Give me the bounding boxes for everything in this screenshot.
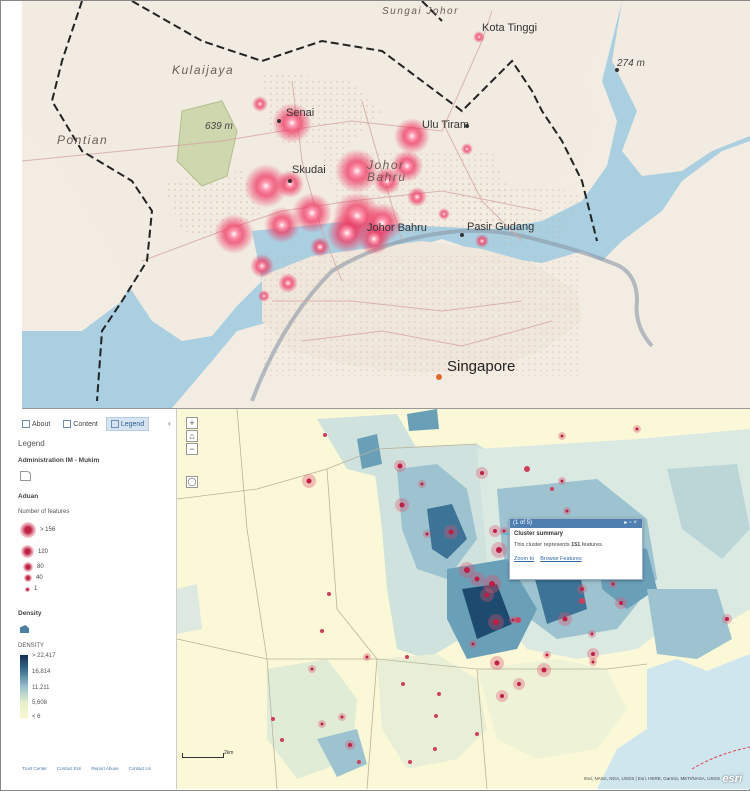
esri-logo: esri — [722, 773, 742, 785]
cluster-size-row: 40 — [20, 574, 43, 582]
ramp-label: > 22,417 — [32, 653, 56, 659]
cluster-count: 151 — [571, 542, 581, 548]
zoom-in-button[interactable]: + — [186, 417, 198, 429]
place-kulaijaya: Kulaijaya — [172, 63, 235, 77]
popup-body: This cluster represents 151 features. — [514, 542, 604, 548]
popup-counter: (1 of 5) — [513, 520, 533, 526]
place-johor-bahru: Johor Bahru — [367, 222, 427, 234]
popup-title: Cluster summary — [514, 531, 564, 537]
ramp-label: 11,211 — [32, 685, 50, 691]
footer-link[interactable]: Contact Esri — [56, 766, 82, 771]
popup-header: (1 of 5) ▸▫× — [510, 519, 642, 528]
tab-content[interactable]: Content — [58, 417, 103, 431]
panel-tabs: About Content Legend — [17, 417, 150, 431]
cluster-size-row: 120 — [20, 545, 48, 558]
footer-link[interactable]: Report Abuse — [91, 766, 119, 771]
footer-link[interactable]: Trust Center — [22, 766, 47, 771]
scale-label: 2km — [224, 750, 234, 756]
heat-hotspots — [214, 31, 489, 302]
collapse-panel-icon[interactable]: ‹ — [168, 419, 171, 428]
elevation-639: 639 m — [205, 121, 233, 132]
legend-icon — [110, 420, 119, 428]
tab-about[interactable]: About — [17, 417, 55, 431]
popup-actions: Zoom to Browse Features — [510, 548, 642, 562]
locate-button[interactable]: ◯ — [186, 476, 198, 488]
ramp-label: 5,608 — [32, 700, 48, 706]
polygon-symbol-icon — [20, 471, 31, 481]
dock-icon[interactable]: ▫ — [629, 520, 634, 526]
home-button[interactable]: ⌂ — [186, 430, 198, 442]
cluster-size-row: 80 — [20, 562, 44, 572]
place-pasir-gudang: Pasir Gudang — [467, 221, 535, 233]
ramp-label: 16,814 — [32, 669, 51, 675]
content-icon — [63, 420, 72, 428]
scale-bar — [182, 753, 224, 758]
cluster-points — [271, 425, 732, 764]
heatmap-map[interactable]: Kota Tinggi Sungai Johor Kulaijaya Senai… — [22, 1, 750, 409]
zoom-to-link[interactable]: Zoom to — [514, 556, 535, 562]
zoom-controls: + ⌂ − — [186, 417, 198, 455]
legend-number-of-features: Number of features — [18, 509, 70, 515]
zoom-out-button[interactable]: − — [186, 443, 198, 455]
cluster-map[interactable] — [177, 409, 750, 789]
browse-features-link[interactable]: Browse Features — [540, 556, 582, 562]
place-pontian: Pontian — [57, 133, 109, 147]
map-attribution: Esri, NASA, NGA, USGS | Esri, HERE, Garm… — [584, 776, 720, 781]
density-color-ramp — [20, 655, 28, 719]
next-icon[interactable]: ▸ — [624, 520, 630, 526]
place-johor-bahru-region: Johor Bahru — [367, 158, 407, 184]
heatmap-canvas — [22, 1, 750, 408]
place-ulu-tiram: Ulu Tiram — [422, 119, 470, 131]
place-senai: Senai — [286, 107, 315, 119]
panel-footer: Trust Center Contact Esri Report Abuse C… — [22, 766, 151, 771]
cluster-popup: (1 of 5) ▸▫× Cluster summary This cluste… — [509, 518, 643, 580]
popup-controls: ▸▫× — [624, 519, 639, 528]
close-icon[interactable]: × — [633, 520, 639, 526]
place-singapore: Singapore — [447, 358, 516, 375]
cluster-size-row: > 156 — [20, 522, 55, 538]
legend-density-field: DENSITY — [18, 643, 45, 649]
side-panel: About Content Legend ‹ Legend Administra… — [14, 409, 177, 789]
cluster-size-row: 1 — [20, 586, 37, 592]
place-skudai: Skudai — [292, 164, 326, 176]
info-icon — [22, 420, 30, 428]
elevation-274: 274 m — [617, 58, 645, 69]
place-kota-tinggi: Kota Tinggi — [482, 22, 538, 34]
tab-legend[interactable]: Legend — [105, 417, 150, 431]
river-sungai-johor: Sungai Johor — [382, 6, 459, 17]
ramp-label: < 6 — [32, 714, 41, 720]
footer-link[interactable]: Contact Us — [128, 766, 151, 771]
legend-layer-aduan: Aduan — [18, 493, 39, 500]
cluster-map-canvas — [177, 409, 750, 789]
legend-title: Legend — [18, 439, 45, 448]
web-map-app: About Content Legend ‹ Legend Administra… — [14, 409, 750, 789]
density-symbol-icon — [20, 625, 29, 633]
legend-layer-density: Density — [18, 610, 42, 617]
legend-layer-admin: Administration IM - Mukim — [18, 457, 100, 464]
